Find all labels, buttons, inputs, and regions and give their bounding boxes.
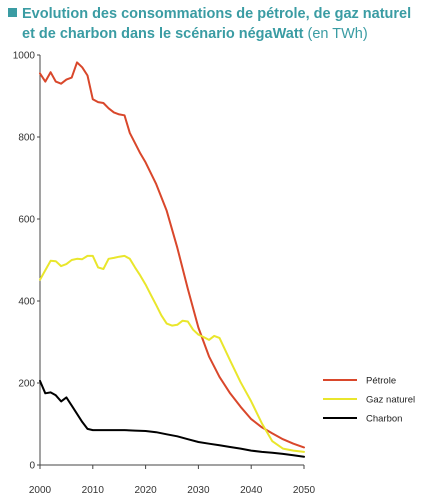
y-tick-label: 1000: [13, 51, 36, 62]
chart-title-unit: (en TWh): [307, 26, 368, 42]
y-tick-label: 800: [18, 133, 35, 144]
y-tick-label: 600: [18, 215, 35, 226]
chart-title: Evolution des consommations de pétrole, …: [8, 4, 426, 44]
legend-item-gaz-naturel-label: Gaz naturel: [366, 395, 415, 406]
chart-title-text-line1: Evolution des consommations de pétrole, …: [22, 6, 412, 22]
chart-title-text-line2: et de charbon dans le scénario négaWatt: [22, 26, 304, 42]
series-line-charbon-line: [39, 379, 305, 458]
chart-title-line2: et de charbon dans le scénario négaWatt …: [8, 24, 426, 44]
title-bullet-square: [8, 8, 17, 17]
x-tick-label: 2050: [293, 485, 316, 496]
series-line-petrole-line: [39, 61, 305, 449]
x-tick-label: 2040: [240, 485, 263, 496]
x-tick-label: 2000: [29, 485, 52, 496]
legend-item-petrole-label: Pétrole: [366, 376, 396, 387]
legend-item-charbon-label: Charbon: [366, 414, 402, 425]
series-line-gaz-naturel-line: [39, 254, 305, 453]
x-tick-label: 2030: [187, 485, 210, 496]
x-tick-label: 2020: [134, 485, 157, 496]
y-tick-label: 400: [18, 297, 35, 308]
y-tick-label: 0: [29, 461, 35, 472]
x-tick-label: 2010: [82, 485, 105, 496]
y-tick-label: 200: [18, 379, 35, 390]
chart-title-line1: Evolution des consommations de pétrole, …: [8, 4, 426, 24]
